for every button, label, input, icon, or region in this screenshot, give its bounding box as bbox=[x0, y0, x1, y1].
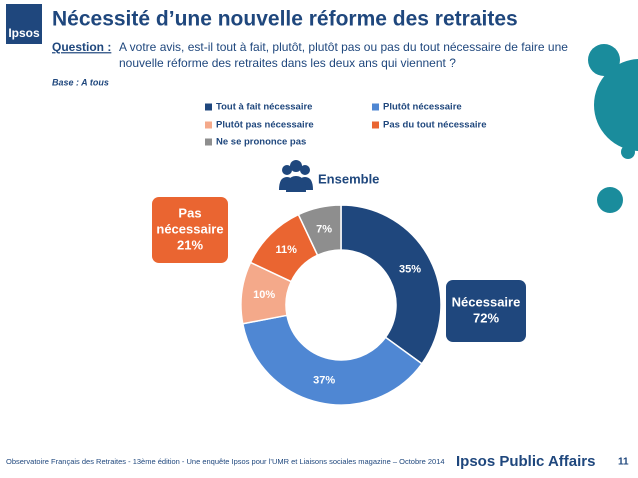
question-label: Question : bbox=[52, 40, 111, 54]
legend-label: Tout à fait nécessaire bbox=[216, 102, 312, 113]
legend-swatch bbox=[205, 103, 212, 111]
decor-circle bbox=[588, 44, 620, 76]
value-label: 11% bbox=[275, 244, 297, 256]
legend-swatch bbox=[372, 103, 379, 111]
value-label: 35% bbox=[399, 264, 421, 276]
callout-box bbox=[446, 280, 526, 342]
logo-box bbox=[6, 4, 42, 44]
donut-chart: Tout à fait nécessaire Plutôt nécessaire P… bbox=[152, 102, 526, 406]
legend-label: Plutôt pas nécessaire bbox=[216, 120, 314, 131]
legend-label: Ne se prononce pas bbox=[216, 137, 306, 148]
legend-label: Pas du tout nécessaire bbox=[383, 120, 486, 131]
legend-swatch bbox=[205, 121, 212, 129]
title: Nécessité d’une nouvelle réforme des ret… bbox=[52, 8, 518, 31]
value-label: 10% bbox=[253, 289, 275, 301]
value-label: 7% bbox=[316, 223, 332, 235]
page-number: 11 bbox=[618, 457, 629, 468]
footer-source: Observatoire Français des Retraites - 13… bbox=[6, 457, 445, 466]
center-label: Ensemble bbox=[318, 171, 379, 186]
donut-slice bbox=[297, 204, 342, 257]
legend-swatch bbox=[205, 138, 212, 146]
logo: Ipsos bbox=[8, 26, 40, 40]
callout-text: nécessaire bbox=[156, 221, 223, 236]
callout-text: Nécessaire bbox=[452, 294, 521, 309]
callout-box bbox=[152, 197, 228, 263]
decor-circle bbox=[594, 59, 638, 151]
legend-label: Plutôt nécessaire bbox=[383, 102, 462, 113]
donut-slice bbox=[340, 204, 442, 365]
decor-circle bbox=[621, 145, 635, 159]
callout-value: 72% bbox=[473, 310, 499, 325]
callout-value: 21% bbox=[177, 237, 203, 252]
legend-swatch bbox=[372, 121, 379, 129]
people-icon bbox=[279, 160, 313, 192]
footer-brand: Ipsos Public Affairs bbox=[456, 453, 595, 470]
donut-slice bbox=[241, 314, 423, 406]
question-line: nouvelle réforme des retraites dans les … bbox=[119, 56, 456, 70]
base: Base : A tous bbox=[52, 77, 109, 87]
callout-text: Pas bbox=[178, 205, 201, 220]
question-line: A votre avis, est-il tout à fait, plutôt… bbox=[119, 40, 568, 54]
decor-circle bbox=[597, 187, 623, 213]
value-label: 37% bbox=[313, 375, 335, 387]
